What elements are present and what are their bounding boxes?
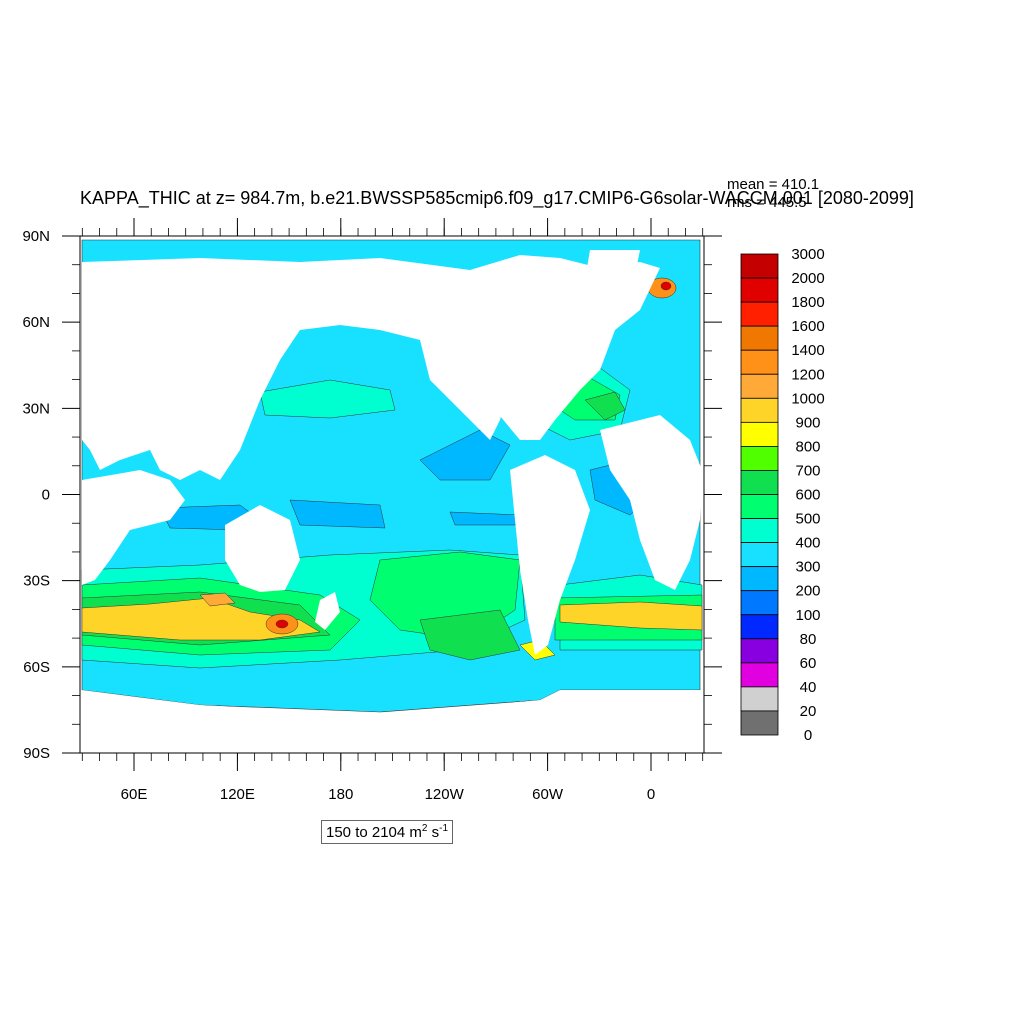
lat-tick-label: 90S xyxy=(23,745,50,762)
lon-tick-label: 0 xyxy=(647,786,655,803)
lat-tick-label: 0 xyxy=(42,487,50,504)
colorbar-swatch xyxy=(740,277,779,303)
lon-tick-label: 60W xyxy=(532,786,564,803)
colorbar-swatch xyxy=(740,445,779,471)
lon-tick-label: 60E xyxy=(121,786,148,803)
land-north-america xyxy=(430,280,570,440)
colorbar-swatch xyxy=(740,566,779,592)
colorbar: 3000200018001600140012001000900800700600… xyxy=(740,246,825,744)
colorbar-label: 80 xyxy=(800,631,817,648)
land-greenland xyxy=(585,250,640,310)
hotspot-norway-core xyxy=(660,281,672,291)
colorbar-label: 1600 xyxy=(791,318,824,335)
colorbar-swatch xyxy=(740,494,779,519)
land-africa-east xyxy=(82,470,185,585)
colorbar-label: 900 xyxy=(795,414,820,431)
mean-stat: mean = 410.1 xyxy=(727,176,820,193)
land-antarctica xyxy=(82,690,700,753)
colorbar-swatch xyxy=(740,518,779,543)
colorbar-label: 40 xyxy=(800,679,817,696)
land-south-america xyxy=(510,455,590,655)
colorbar-swatch xyxy=(740,470,779,495)
zone-700 xyxy=(419,609,521,661)
colorbar-label: 400 xyxy=(795,535,820,552)
lat-tick-label: 90N xyxy=(22,228,50,245)
colorbar-label: 500 xyxy=(795,511,820,528)
map-field xyxy=(80,236,704,753)
colorbar-swatch xyxy=(740,325,779,351)
colorbar-swatch xyxy=(740,590,779,616)
range-label: 150 to 2104 m2 s-1 xyxy=(321,820,454,844)
zone-1000 xyxy=(559,601,703,631)
zone-1000 xyxy=(81,597,321,641)
land-africa xyxy=(600,415,702,590)
colorbar-swatch xyxy=(740,397,779,423)
lon-tick-label: 120W xyxy=(425,786,465,803)
land-new-zealand xyxy=(315,592,340,630)
tropical-band-300 xyxy=(449,511,521,526)
lon-tick-label: 120E xyxy=(220,786,255,803)
colorbar-swatch xyxy=(740,421,779,447)
colorbar-label: 600 xyxy=(795,487,820,504)
colorbar-label: 100 xyxy=(795,607,820,624)
colorbar-swatch xyxy=(740,710,779,736)
colorbar-swatch xyxy=(740,614,779,640)
colorbar-label: 60 xyxy=(800,655,817,672)
colorbar-label: 700 xyxy=(795,462,820,479)
lon-tick-label: 180 xyxy=(328,786,353,803)
colorbar-swatch xyxy=(740,253,779,279)
lat-tick-label: 60S xyxy=(23,659,50,676)
lat-tick-label: 30S xyxy=(23,573,50,590)
colorbar-label: 200 xyxy=(795,583,820,600)
colorbar-label: 20 xyxy=(800,703,817,720)
colorbar-swatch xyxy=(740,686,779,712)
colorbar-label: 300 xyxy=(795,559,820,576)
colorbar-swatch xyxy=(740,373,779,399)
axis-ticks: 90N 60N 30N 0 30S 60S 90S 60E 120E 180 120W 60W 0 xyxy=(22,218,722,803)
colorbar-label: 1800 xyxy=(791,294,824,311)
colorbar-swatch xyxy=(740,301,779,327)
zone-700 xyxy=(584,391,626,421)
colorbar-swatch xyxy=(740,662,779,688)
colorbar-label: 800 xyxy=(795,438,820,455)
colorbar-swatch xyxy=(740,638,779,664)
colorbar-swatch xyxy=(740,349,779,375)
colorbar-swatch xyxy=(740,542,779,568)
tropical-band-300 xyxy=(419,429,511,481)
plot-title: KAPPA_THIC at z= 984.7m, b.e21.BWSSP585c… xyxy=(80,188,914,208)
lat-tick-label: 60N xyxy=(22,314,50,331)
colorbar-label: 1200 xyxy=(791,366,824,383)
colorbar-label: 0 xyxy=(804,727,812,744)
rms-stat: rms = 445.5 xyxy=(727,194,807,211)
tropical-band-300 xyxy=(289,499,386,529)
zone-500 xyxy=(259,379,396,419)
hotspot-tasman-core xyxy=(275,619,289,629)
colorbar-label: 3000 xyxy=(791,246,824,263)
colorbar-label: 1400 xyxy=(791,342,824,359)
colorbar-label: 1000 xyxy=(791,390,824,407)
zone-1200 xyxy=(199,592,236,607)
lat-tick-label: 30N xyxy=(22,400,50,417)
colorbar-label: 2000 xyxy=(791,270,824,287)
land-australia xyxy=(225,505,300,592)
